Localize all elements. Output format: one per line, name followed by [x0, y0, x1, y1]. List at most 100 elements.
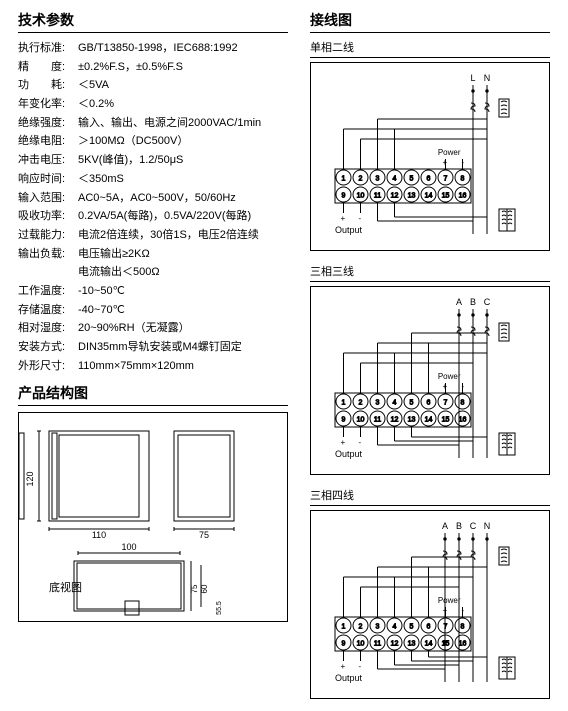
- svg-text:-: -: [462, 606, 465, 615]
- svg-text:15: 15: [442, 193, 450, 200]
- svg-text:9: 9: [342, 193, 346, 200]
- specs-table: 执行标准:GB/T13850-1998，IEC688:1992精 度:±0.2%…: [18, 39, 288, 375]
- svg-text:8: 8: [461, 400, 465, 407]
- svg-text:+: +: [443, 382, 448, 391]
- spec-row: 执行标准:GB/T13850-1998，IEC688:1992: [18, 39, 288, 58]
- spec-value: 电流2倍连续，30倍1S，电压2倍连续: [78, 226, 259, 245]
- svg-text:1: 1: [342, 400, 346, 407]
- svg-text:N: N: [484, 521, 491, 531]
- svg-text:A: A: [456, 297, 462, 307]
- spec-value: 输入、输出、电源之间2000VAC/1min: [78, 114, 261, 133]
- wiring-title: 接线图: [310, 10, 550, 30]
- svg-text:5: 5: [410, 400, 414, 407]
- svg-text:3: 3: [376, 624, 380, 631]
- svg-text:11: 11: [374, 641, 381, 648]
- svg-text:8: 8: [461, 624, 465, 631]
- spec-label: 输入范围:: [18, 189, 78, 208]
- svg-text:+: +: [341, 214, 346, 223]
- spec-value: -10~50℃: [78, 282, 125, 301]
- svg-text:-: -: [359, 662, 362, 671]
- svg-text:75: 75: [199, 530, 209, 540]
- svg-text:14: 14: [425, 641, 433, 648]
- svg-text:14: 14: [425, 417, 433, 424]
- spec-label: 存储温度:: [18, 301, 78, 320]
- svg-text:N: N: [484, 73, 491, 83]
- svg-text:14: 14: [425, 193, 433, 200]
- svg-text:16: 16: [459, 417, 467, 424]
- svg-text:Power: Power: [438, 148, 461, 157]
- spec-label: 执行标准:: [18, 39, 78, 58]
- svg-text:A: A: [442, 521, 448, 531]
- svg-text:L: L: [470, 73, 475, 83]
- spec-row: 电流输出＜500Ω: [18, 263, 288, 282]
- spec-row: 存储温度:-40~70℃: [18, 301, 288, 320]
- svg-text:120: 120: [25, 472, 35, 487]
- spec-value: DIN35mm导轨安装或M4螺钉固定: [78, 338, 242, 357]
- svg-text:5: 5: [410, 624, 414, 631]
- svg-text:2: 2: [359, 624, 363, 631]
- svg-text:100: 100: [121, 542, 136, 552]
- svg-text:-: -: [359, 214, 362, 223]
- wiring-diagram: LNPower+-19210311412513614715816+-Output: [310, 62, 550, 251]
- spec-label: 冲击电压:: [18, 151, 78, 170]
- spec-label: 响应时间:: [18, 170, 78, 189]
- svg-text:7: 7: [444, 176, 448, 183]
- svg-text:7: 7: [444, 624, 448, 631]
- specs-title: 技术参数: [18, 10, 288, 30]
- spec-label: 绝缘电阻:: [18, 132, 78, 151]
- spec-value: 20~90%RH（无凝露）: [78, 319, 190, 338]
- spec-label: 过载能力:: [18, 226, 78, 245]
- spec-label: 绝缘强度:: [18, 114, 78, 133]
- svg-text:15: 15: [442, 641, 450, 648]
- svg-text:10: 10: [357, 193, 365, 200]
- spec-label: 外形尺寸:: [18, 357, 78, 376]
- spec-row: 响应时间:＜350mS: [18, 170, 288, 189]
- svg-text:Output: Output: [335, 449, 363, 459]
- svg-text:15: 15: [442, 417, 450, 424]
- svg-text:B: B: [470, 297, 476, 307]
- svg-text:12: 12: [391, 193, 399, 200]
- spec-value: ±0.2%F.S，±0.5%F.S: [78, 58, 183, 77]
- svg-text:13: 13: [408, 417, 416, 424]
- svg-text:Output: Output: [335, 225, 363, 235]
- spec-value: GB/T13850-1998，IEC688:1992: [78, 39, 238, 58]
- spec-label: 吸收功率:: [18, 207, 78, 226]
- wiring-caption: 单相二线: [310, 39, 550, 58]
- spec-label: 精 度:: [18, 58, 78, 77]
- spec-value: -40~70℃: [78, 301, 125, 320]
- svg-text:2: 2: [359, 400, 363, 407]
- svg-text:4: 4: [393, 176, 397, 183]
- spec-row: 冲击电压:5KV(峰值)，1.2/50μS: [18, 151, 288, 170]
- wiring-caption: 三相四线: [310, 487, 550, 506]
- left-column: 技术参数 执行标准:GB/T13850-1998，IEC688:1992精 度:…: [18, 10, 288, 711]
- wiring-diagram: ABCNPower+-19210311412513614715816+-Outp…: [310, 510, 550, 699]
- svg-text:+: +: [341, 662, 346, 671]
- svg-text:+: +: [443, 158, 448, 167]
- svg-text:9: 9: [342, 641, 346, 648]
- spec-value: 5KV(峰值)，1.2/50μS: [78, 151, 183, 170]
- svg-text:Power: Power: [438, 596, 461, 605]
- svg-text:5: 5: [410, 176, 414, 183]
- svg-text:75: 75: [190, 584, 199, 593]
- spec-row: 相对湿度:20~90%RH（无凝露）: [18, 319, 288, 338]
- svg-text:10: 10: [357, 641, 365, 648]
- svg-text:16: 16: [459, 641, 467, 648]
- right-column: 接线图 单相二线LNPower+-19210311412513614715816…: [310, 10, 550, 711]
- svg-text:8: 8: [461, 176, 465, 183]
- spec-row: 功 耗:＜5VA: [18, 76, 288, 95]
- spec-row: 绝缘电阻:＞100MΩ（DC500V）: [18, 132, 288, 151]
- svg-text:2: 2: [359, 176, 363, 183]
- spec-value: AC0~5A，AC0~500V，50/60Hz: [78, 189, 236, 208]
- svg-text:-: -: [462, 158, 465, 167]
- svg-text:12: 12: [391, 641, 399, 648]
- spec-value: ＜350mS: [78, 170, 124, 189]
- svg-text:16: 16: [459, 193, 467, 200]
- svg-text:C: C: [484, 297, 491, 307]
- spec-value: 电压输出≥2KΩ: [78, 245, 150, 264]
- svg-text:7: 7: [444, 400, 448, 407]
- svg-text:110: 110: [92, 530, 106, 540]
- svg-text:3: 3: [376, 176, 380, 183]
- spec-value: ＜0.2%: [78, 95, 114, 114]
- svg-text:6: 6: [427, 624, 431, 631]
- spec-value: ＜5VA: [78, 76, 109, 95]
